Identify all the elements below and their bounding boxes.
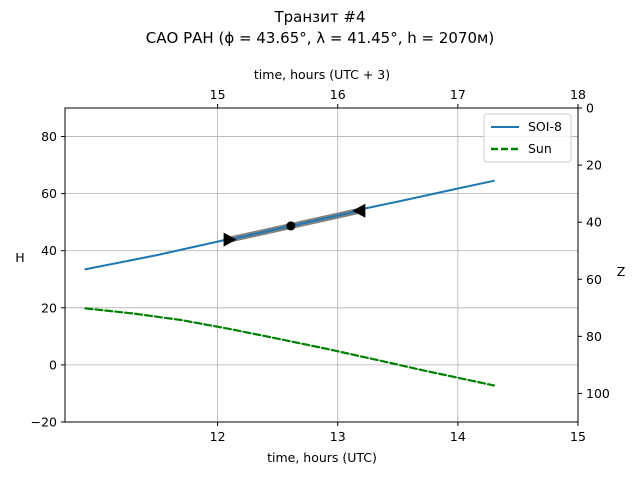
z-tick-label: 60 — [586, 272, 602, 287]
transit-end-marker — [352, 203, 366, 218]
top-tick-label: 18 — [570, 87, 586, 102]
right-axis-label: Z — [617, 264, 626, 279]
x-tick-label: 14 — [450, 429, 466, 444]
y-tick-label: 0 — [49, 357, 57, 372]
top-tick-label: 16 — [330, 87, 346, 102]
y-tick-label: −20 — [31, 415, 57, 430]
axes: 12 13 14 15 15 16 17 18 −20 0 20 40 60 80 0 20 40 60 80 100 — [31, 87, 610, 444]
left-axis-label: H — [15, 250, 24, 265]
y-tick-label: 60 — [41, 186, 57, 201]
series-line-sun — [84, 307, 496, 387]
z-tick-label: 80 — [586, 329, 602, 344]
y-tick-label: 40 — [41, 243, 57, 258]
z-tick-label: 100 — [586, 386, 610, 401]
transit-start-marker — [223, 232, 237, 247]
chart-title-line2: САО РАН (ϕ = 43.65°, λ = 41.45°, h = 207… — [146, 29, 494, 47]
bottom-axis-label: time, hours (UTC) — [267, 450, 377, 465]
chart-title-line1: Транзит #4 — [273, 8, 365, 26]
legend-soi8-label: SOI-8 — [528, 119, 562, 134]
transit-markers — [223, 203, 366, 247]
top-tick-label: 15 — [210, 87, 226, 102]
y-tick-label: 20 — [41, 300, 57, 315]
x-tick-label: 13 — [330, 429, 346, 444]
legend-sun-label: Sun — [528, 141, 552, 156]
x-tick-label: 15 — [570, 429, 586, 444]
y-tick-label: 80 — [41, 129, 57, 144]
z-tick-label: 40 — [586, 215, 602, 230]
legend: SOI-8 Sun — [483, 113, 572, 163]
z-tick-label: 0 — [586, 101, 594, 116]
series-layer — [84, 179, 496, 387]
transit-mid-marker — [286, 221, 296, 231]
top-tick-label: 17 — [450, 87, 466, 102]
x-tick-label: 12 — [210, 429, 226, 444]
plot-frame — [64, 107, 579, 423]
z-tick-label: 20 — [586, 158, 602, 173]
top-axis-label: time, hours (UTC + 3) — [254, 67, 390, 82]
